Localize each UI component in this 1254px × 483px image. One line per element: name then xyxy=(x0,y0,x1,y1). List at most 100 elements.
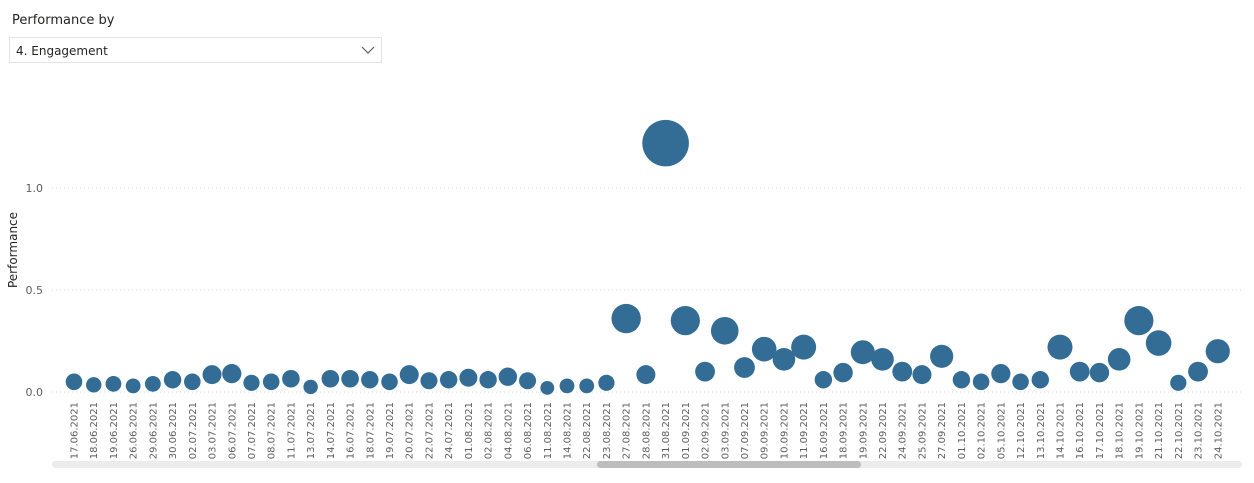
data-point[interactable] xyxy=(202,365,222,385)
data-point[interactable] xyxy=(1047,334,1073,360)
x-tick-label: 02.08.2021 xyxy=(484,402,495,459)
x-tick-label: 17.10.2021 xyxy=(1095,402,1106,459)
data-point[interactable] xyxy=(163,371,182,389)
data-point[interactable] xyxy=(559,378,575,394)
x-tick-label: 14.07.2021 xyxy=(326,402,337,459)
data-point[interactable] xyxy=(850,340,875,365)
data-point[interactable] xyxy=(1124,306,1154,336)
data-point[interactable] xyxy=(772,348,796,371)
data-point[interactable] xyxy=(540,381,555,395)
data-point[interactable] xyxy=(222,364,242,384)
x-tick-label: 18.09.2021 xyxy=(839,402,850,459)
data-point[interactable] xyxy=(695,361,715,382)
data-point[interactable] xyxy=(1145,330,1172,356)
data-point[interactable] xyxy=(381,373,398,391)
x-tick-label: 13.10.2021 xyxy=(1036,402,1047,459)
data-point[interactable] xyxy=(734,357,755,378)
x-tick-label: 02.09.2021 xyxy=(701,402,712,459)
chevron-down-icon[interactable] xyxy=(361,44,375,56)
bubbles xyxy=(65,119,1230,395)
data-point[interactable] xyxy=(144,375,161,392)
data-point[interactable] xyxy=(282,369,300,388)
x-tick-label: 21.10.2021 xyxy=(1154,402,1165,459)
y-tick-label: 1.0 xyxy=(26,182,44,195)
data-point[interactable] xyxy=(519,372,537,390)
x-tick-label: 29.06.2021 xyxy=(148,402,159,459)
x-tick-label: 12.10.2021 xyxy=(1016,402,1027,459)
data-point[interactable] xyxy=(125,378,141,394)
data-point[interactable] xyxy=(1205,339,1230,364)
data-point[interactable] xyxy=(670,306,700,336)
x-tick-label: 11.08.2021 xyxy=(543,402,554,459)
x-tick-label: 16.10.2021 xyxy=(1075,402,1086,459)
data-point[interactable] xyxy=(579,378,595,394)
data-point[interactable] xyxy=(479,371,497,389)
x-tick-label: 28.08.2021 xyxy=(641,402,652,459)
data-point[interactable] xyxy=(930,344,954,368)
x-tick-label: 19.06.2021 xyxy=(109,402,120,459)
x-tick-label: 02.07.2021 xyxy=(188,402,199,459)
data-point[interactable] xyxy=(1107,348,1131,371)
data-point[interactable] xyxy=(1012,373,1029,391)
data-point[interactable] xyxy=(892,361,913,382)
data-point[interactable] xyxy=(498,367,518,386)
data-point[interactable] xyxy=(65,373,83,391)
x-tick-label: 22.10.2021 xyxy=(1174,402,1185,459)
horizontal-scrollbar-thumb[interactable] xyxy=(597,461,861,468)
data-point[interactable] xyxy=(791,334,817,360)
data-point[interactable] xyxy=(1170,374,1187,391)
data-point[interactable] xyxy=(871,348,894,371)
x-tick-label: 16.07.2021 xyxy=(346,402,357,459)
x-tick-label: 09.09.2021 xyxy=(760,402,771,459)
x-tick-label: 19.09.2021 xyxy=(858,402,869,459)
x-tick-label: 11.09.2021 xyxy=(799,402,810,459)
data-point[interactable] xyxy=(1188,361,1208,382)
data-point[interactable] xyxy=(1069,361,1090,382)
data-point[interactable] xyxy=(1031,371,1049,389)
data-point[interactable] xyxy=(991,364,1011,384)
data-point[interactable] xyxy=(361,371,379,389)
data-point[interactable] xyxy=(105,375,122,392)
data-point[interactable] xyxy=(611,303,641,334)
performance-dropdown[interactable]: 4. Engagement xyxy=(9,37,382,63)
data-point[interactable] xyxy=(1089,362,1110,383)
x-tick-label: 26.06.2021 xyxy=(129,402,140,459)
x-tick-label: 01.08.2021 xyxy=(464,402,475,459)
data-point[interactable] xyxy=(636,365,656,385)
x-axis-ticks: 17.06.2021 18.06.2021 19.06.2021 26.06.2021… xyxy=(70,402,1225,459)
data-point[interactable] xyxy=(420,372,438,390)
data-point[interactable] xyxy=(341,369,359,388)
x-tick-label: 07.09.2021 xyxy=(740,402,751,459)
data-point[interactable] xyxy=(814,371,833,389)
data-point[interactable] xyxy=(459,368,478,387)
x-tick-label: 03.09.2021 xyxy=(720,402,731,459)
data-point[interactable] xyxy=(598,374,615,391)
data-point[interactable] xyxy=(399,365,419,385)
x-tick-label: 19.10.2021 xyxy=(1134,402,1145,459)
data-point[interactable] xyxy=(710,317,739,345)
x-tick-label: 01.10.2021 xyxy=(957,402,968,459)
data-point[interactable] xyxy=(642,119,689,167)
x-tick-label: 14.10.2021 xyxy=(1056,402,1067,459)
data-point[interactable] xyxy=(751,336,777,362)
data-point[interactable] xyxy=(321,369,340,388)
data-point[interactable] xyxy=(243,374,260,391)
x-tick-label: 22.07.2021 xyxy=(424,402,435,459)
x-tick-label: 08.07.2021 xyxy=(267,402,278,459)
x-tick-label: 22.09.2021 xyxy=(878,402,889,459)
data-point[interactable] xyxy=(303,379,318,395)
data-point[interactable] xyxy=(912,365,932,385)
x-tick-label: 27.08.2021 xyxy=(622,402,633,459)
y-tick-label: 0.5 xyxy=(26,284,44,297)
data-point[interactable] xyxy=(439,371,458,389)
data-point[interactable] xyxy=(86,377,102,393)
y-axis-ticks: 0.0 0.5 1.0 xyxy=(26,182,44,399)
data-point[interactable] xyxy=(184,373,201,391)
x-tick-label: 23.08.2021 xyxy=(602,402,613,459)
data-point[interactable] xyxy=(952,371,971,389)
x-tick-label: 18.06.2021 xyxy=(89,402,100,459)
data-point[interactable] xyxy=(972,373,990,391)
data-point[interactable] xyxy=(833,362,853,383)
data-point[interactable] xyxy=(262,373,280,391)
